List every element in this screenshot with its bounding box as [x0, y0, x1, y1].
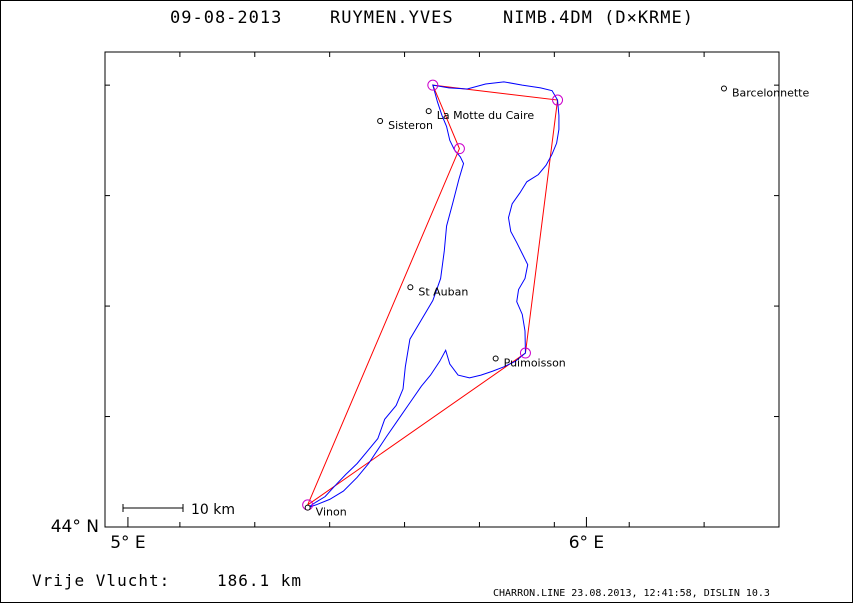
turnpoint-marker [552, 94, 564, 106]
place-label: Sisteron [388, 119, 433, 132]
place-marker [377, 118, 384, 125]
plot-area [104, 51, 780, 528]
place-label: Puimoisson [504, 357, 566, 370]
turnpoint-marker [519, 347, 531, 359]
place-label: Barcelonnette [732, 86, 810, 99]
software-credit: CHARRON.LINE 23.08.2013, 12:41:58, DISLI… [493, 588, 770, 599]
distance-value: 186.1 km [217, 571, 303, 590]
place-marker [720, 85, 727, 92]
place-marker [492, 355, 499, 362]
task-route [307, 84, 559, 506]
flight-track [307, 81, 560, 509]
place-marker [425, 108, 432, 115]
distance-label: Vrije Vlucht: [32, 571, 171, 590]
turnpoint-marker [427, 79, 439, 91]
x-tick-label: 6° E [569, 533, 604, 553]
flight-date: 09-08-2013 [170, 8, 283, 28]
y-tick-label: 44° N [51, 517, 99, 537]
glider-name: NIMB.4DM (D×KRME) [503, 8, 694, 28]
scale-bar-label: 10 km [191, 502, 235, 518]
pilot-name: RUYMEN.YVES [330, 8, 454, 28]
place-label: Vinon [316, 506, 347, 519]
place-label: St Auban [418, 285, 468, 298]
place-marker [407, 284, 414, 291]
turnpoint-marker [453, 143, 465, 155]
place-label: La Motte du Caire [437, 109, 535, 122]
x-tick-label: 5° E [110, 533, 145, 553]
place-marker [304, 504, 311, 511]
